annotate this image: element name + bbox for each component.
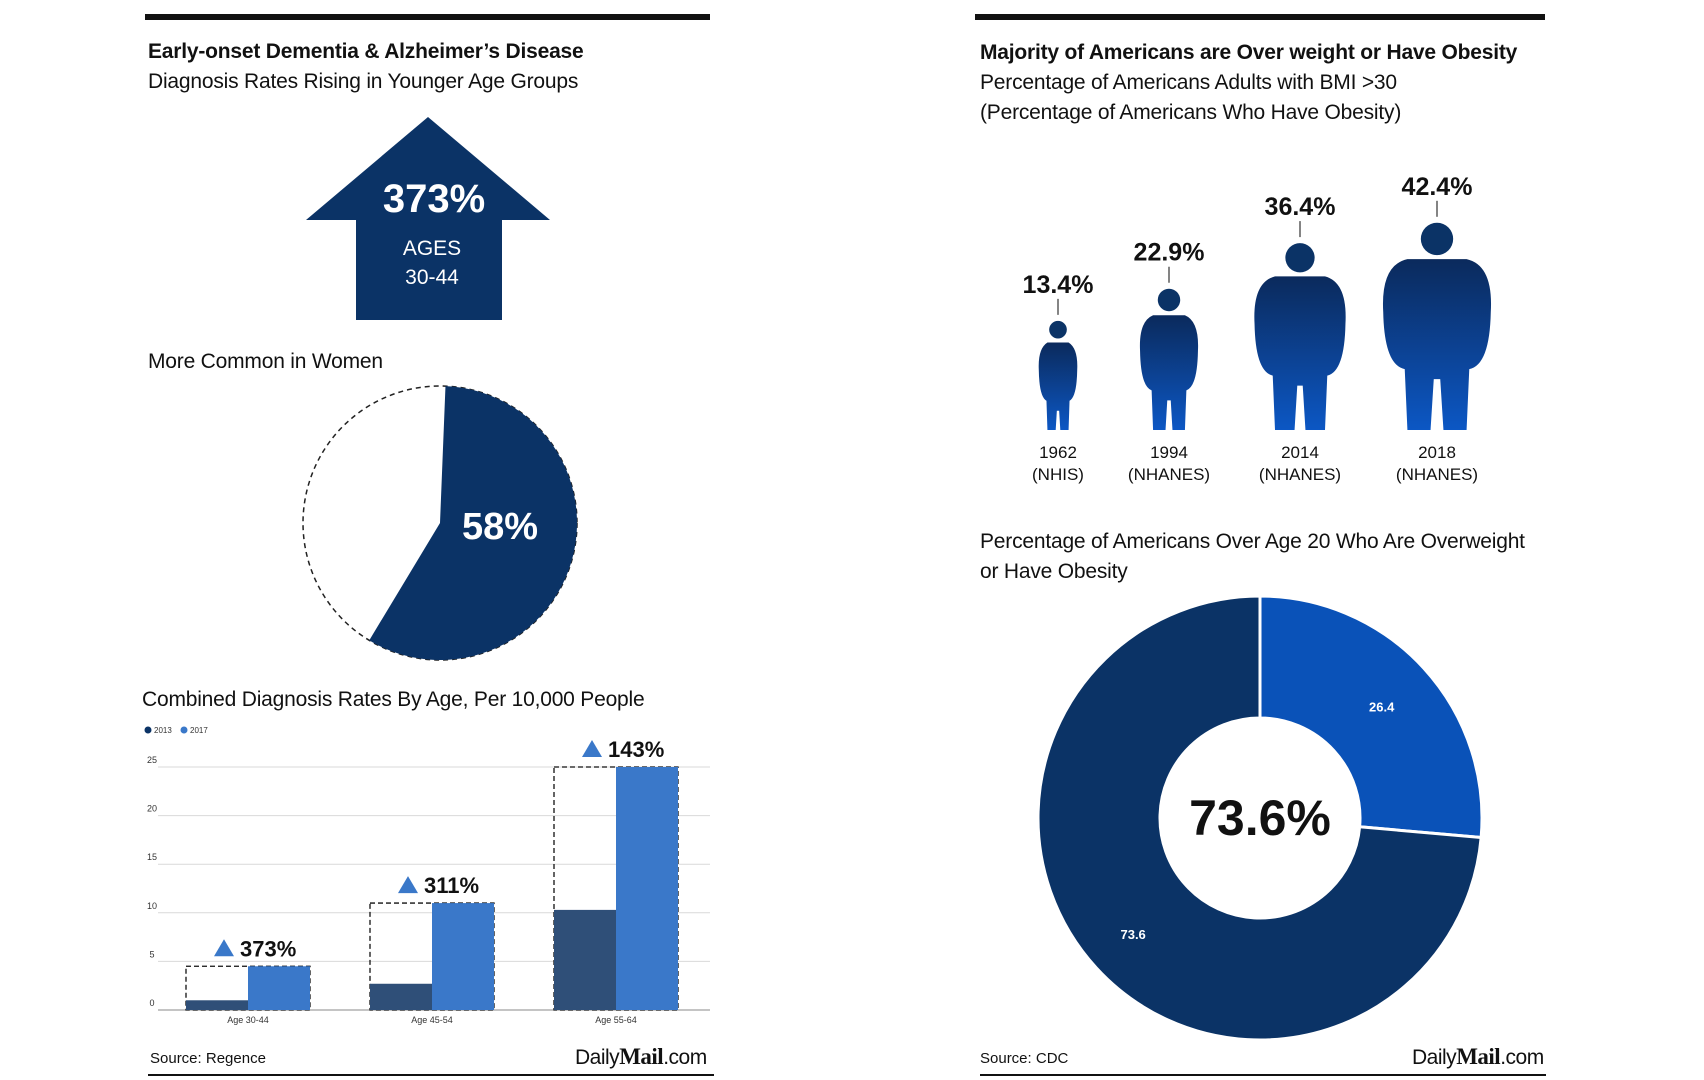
change-annotation: 373% xyxy=(240,936,296,961)
right-title: Majority of Americans are Over weight or… xyxy=(980,41,1518,64)
arrow-value: 373% xyxy=(383,177,485,221)
figure-head xyxy=(1157,288,1181,312)
y-tick-label: 0 xyxy=(149,998,154,1008)
y-tick-label: 10 xyxy=(147,901,157,911)
donut-slice-label: 26.4 xyxy=(1369,700,1395,715)
figure-year: 1994 xyxy=(1150,443,1188,462)
y-tick-label: 20 xyxy=(147,804,157,814)
donut-title-1: Percentage of Americans Over Age 20 Who … xyxy=(980,530,1525,553)
left-source: Source: Regence xyxy=(150,1050,266,1067)
right-dailymail-logo: DailyMail.com xyxy=(1412,1044,1544,1069)
x-tick-label: Age 45-54 xyxy=(411,1015,453,1025)
person-figure-2014: 36.4% 2014 (NHANES) xyxy=(1254,193,1346,484)
donut-title-2: or Have Obesity xyxy=(980,560,1128,583)
left-title: Early-onset Dementia & Alzheimer’s Disea… xyxy=(148,40,584,63)
figure-body xyxy=(1254,276,1346,430)
legend-label: 2013 xyxy=(154,726,172,735)
donut-slice xyxy=(1258,594,1484,840)
up-triangle-icon xyxy=(398,876,418,894)
rising-arrow: 373% AGES 30-44 xyxy=(306,117,550,320)
bar-chart-title: Combined Diagnosis Rates By Age, Per 10,… xyxy=(142,688,645,711)
women-pie-label: 58% xyxy=(462,506,538,548)
y-tick-label: 25 xyxy=(147,755,157,765)
figure-head xyxy=(1285,243,1315,273)
arrow-shape xyxy=(306,117,550,320)
up-triangle-icon xyxy=(582,740,602,757)
person-figure-1994: 22.9% 1994 (NHANES) xyxy=(1128,239,1210,484)
arrow-label-range: 30-44 xyxy=(405,266,459,289)
figure-body xyxy=(1139,315,1199,430)
figure-year: 2018 xyxy=(1418,443,1456,462)
bar-2017 xyxy=(616,767,678,1010)
figure-value: 36.4% xyxy=(1265,193,1336,221)
left-subtitle: Diagnosis Rates Rising in Younger Age Gr… xyxy=(148,70,579,93)
donut-center-label: 73.6% xyxy=(1189,790,1331,846)
donut-slice xyxy=(1036,594,1483,1042)
figure-body xyxy=(1382,259,1492,430)
right-subtitle-1: Percentage of Americans Adults with BMI … xyxy=(980,71,1397,94)
arrow-label-ages: AGES xyxy=(403,237,461,260)
left-top-rule xyxy=(145,14,710,20)
x-tick-label: Age 30-44 xyxy=(227,1015,269,1025)
x-tick-label: Age 55-64 xyxy=(595,1015,637,1025)
right-subtitle-2: (Percentage of Americans Who Have Obesit… xyxy=(980,101,1402,124)
y-tick-label: 15 xyxy=(147,852,157,862)
right-top-rule xyxy=(975,14,1545,20)
figure-value: 22.9% xyxy=(1134,239,1205,267)
person-figure-1962: 13.4% 1962 (NHIS) xyxy=(1023,271,1094,484)
donut-slice-label: 73.6 xyxy=(1120,927,1145,942)
person-figure-2018: 42.4% 2018 (NHANES) xyxy=(1382,173,1492,484)
women-pie-slice xyxy=(369,386,578,660)
overweight-donut: 26.4 73.6 73.6% xyxy=(1036,594,1484,1042)
bar-2013 xyxy=(370,983,432,1010)
figure-survey: (NHANES) xyxy=(1128,465,1210,484)
age-bar-chart: 0 5 10 15 20 25 373% 311% 143% Age 30-44 Age 45-… xyxy=(144,726,710,1025)
left-dailymail-logo: DailyMail.com xyxy=(575,1044,707,1069)
up-triangle-icon xyxy=(214,939,234,957)
figure-body xyxy=(1038,342,1078,430)
figure-survey: (NHANES) xyxy=(1259,465,1341,484)
legend-swatch xyxy=(180,726,188,734)
legend-swatch xyxy=(144,726,152,734)
bar-2017 xyxy=(248,966,310,1010)
figure-value: 13.4% xyxy=(1023,271,1094,299)
figure-survey: (NHANES) xyxy=(1396,465,1478,484)
y-tick-label: 5 xyxy=(149,949,154,959)
legend-label: 2017 xyxy=(190,726,208,735)
bar-2017 xyxy=(432,903,494,1010)
women-pie: 58% xyxy=(302,385,578,661)
figure-value: 42.4% xyxy=(1402,173,1473,201)
figure-year: 2014 xyxy=(1281,443,1319,462)
right-bottom-rule xyxy=(980,1074,1546,1076)
obesity-figures: 13.4% 1962 (NHIS) 22.9% 1994 (NHANES) 36.4% 201… xyxy=(1023,173,1492,484)
figure-head xyxy=(1420,222,1454,256)
left-bottom-rule xyxy=(148,1074,714,1076)
women-title: More Common in Women xyxy=(148,350,383,373)
figure-year: 1962 xyxy=(1039,443,1077,462)
change-annotation: 143% xyxy=(608,737,664,762)
right-source: Source: CDC xyxy=(980,1050,1069,1067)
bar-2013 xyxy=(554,909,616,1010)
change-annotation: 311% xyxy=(424,873,479,898)
bar-2013 xyxy=(186,1000,248,1010)
figure-head xyxy=(1049,320,1067,339)
figure-survey: (NHIS) xyxy=(1032,465,1084,484)
